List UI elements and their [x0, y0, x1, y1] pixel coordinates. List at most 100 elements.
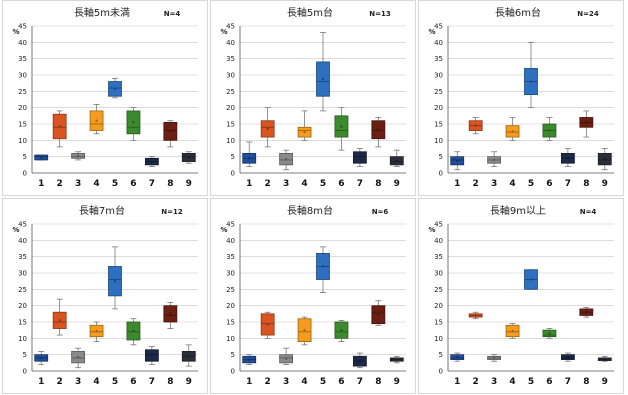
panel-frame	[210, 0, 416, 196]
x-tick-label: 8	[583, 179, 589, 189]
box-8	[163, 120, 178, 148]
y-tick-label: 25	[434, 88, 443, 96]
y-tick-label: 20	[18, 302, 27, 310]
x-tick-label: 4	[509, 377, 515, 387]
mean-marker	[474, 124, 477, 127]
mean-marker	[58, 319, 61, 322]
y-tick-label: 45	[226, 23, 235, 31]
y-unit-label: %	[12, 28, 19, 36]
mean-marker	[456, 355, 459, 359]
mean-marker	[511, 130, 514, 133]
x-tick-label: 2	[57, 377, 63, 387]
x-tick-label: 9	[186, 179, 192, 189]
box-7	[352, 148, 367, 167]
y-tick-label: 0	[231, 368, 235, 376]
box-5	[524, 269, 538, 290]
y-tick-label: 30	[18, 270, 27, 278]
box-4	[505, 117, 520, 141]
box-4	[89, 104, 104, 135]
y-unit-label: %	[220, 28, 227, 36]
box-2	[52, 110, 67, 148]
box-2	[52, 298, 67, 336]
mean-marker	[548, 332, 551, 335]
box-4	[297, 316, 312, 346]
mean-marker	[150, 354, 154, 357]
box-8	[371, 300, 386, 326]
chart-title: 長軸9m以上	[490, 204, 546, 217]
mean-marker	[340, 125, 343, 128]
y-tick-label: 30	[434, 72, 443, 80]
y-tick-label: 40	[226, 237, 235, 245]
y-tick-label: 25	[18, 88, 27, 96]
x-tick-label: 2	[265, 377, 271, 387]
x-tick-label: 1	[454, 377, 460, 387]
box-8	[579, 306, 594, 318]
mean-marker	[456, 159, 459, 162]
box-9	[181, 151, 196, 164]
mean-marker	[303, 130, 306, 134]
y-tick-label: 30	[18, 72, 27, 80]
box-1	[242, 141, 257, 167]
mean-marker	[95, 119, 98, 122]
box-9	[389, 149, 404, 167]
x-tick-label: 4	[93, 179, 99, 189]
mean-marker	[340, 328, 343, 332]
sample-size-label: N=12	[161, 208, 183, 216]
y-tick-label: 0	[23, 170, 27, 178]
panel-frame	[418, 198, 624, 394]
mean-marker	[395, 159, 398, 162]
y-tick-label: 35	[18, 55, 27, 63]
sample-size-label: N=6	[372, 208, 389, 216]
sample-size-label: N=4	[164, 10, 181, 18]
sample-size-label: N=4	[580, 208, 597, 216]
y-tick-label: 45	[226, 221, 235, 229]
mean-marker	[321, 265, 325, 268]
y-tick-label: 40	[18, 39, 27, 47]
box-7	[144, 346, 159, 365]
y-tick-label: 15	[226, 319, 235, 327]
mean-marker	[358, 156, 362, 159]
x-tick-label: 4	[93, 377, 99, 387]
mean-marker	[566, 157, 570, 160]
x-tick-label: 8	[375, 179, 381, 189]
mean-marker	[248, 358, 251, 361]
mean-marker	[603, 157, 606, 161]
x-tick-label: 7	[357, 179, 363, 189]
panel-frame	[210, 198, 416, 394]
mean-marker	[76, 355, 80, 359]
box-8	[579, 110, 594, 138]
y-tick-label: 15	[18, 319, 27, 327]
box-8	[163, 302, 178, 329]
y-tick-label: 30	[226, 270, 235, 278]
x-tick-label: 1	[246, 377, 252, 387]
box-1	[34, 154, 49, 161]
x-tick-label: 3	[75, 179, 81, 189]
mean-marker	[474, 314, 477, 317]
mean-marker	[76, 154, 80, 158]
x-tick-label: 5	[320, 377, 326, 387]
y-tick-label: 45	[18, 23, 27, 31]
chart-title: 長軸6m台	[495, 6, 541, 19]
y-tick-label: 35	[18, 253, 27, 261]
y-tick-label: 25	[434, 286, 443, 294]
y-tick-label: 5	[23, 351, 27, 359]
y-unit-label: %	[428, 226, 435, 234]
y-tick-label: 20	[434, 302, 443, 310]
chart-title: 長軸5m未満	[74, 6, 130, 19]
y-tick-label: 10	[226, 335, 235, 343]
box-7	[144, 156, 159, 167]
y-tick-label: 15	[434, 319, 443, 327]
x-tick-label: 3	[283, 179, 289, 189]
box-6	[334, 107, 349, 151]
x-tick-label: 6	[338, 377, 344, 387]
box-2	[260, 311, 275, 339]
y-tick-label: 5	[23, 153, 27, 161]
mean-marker	[40, 356, 43, 360]
y-tick-label: 35	[226, 55, 235, 63]
box-5	[108, 77, 122, 99]
y-tick-label: 15	[226, 121, 235, 129]
box-9	[597, 148, 612, 171]
y-tick-label: 15	[18, 121, 27, 129]
chart-title: 長軸8m台	[287, 204, 333, 217]
